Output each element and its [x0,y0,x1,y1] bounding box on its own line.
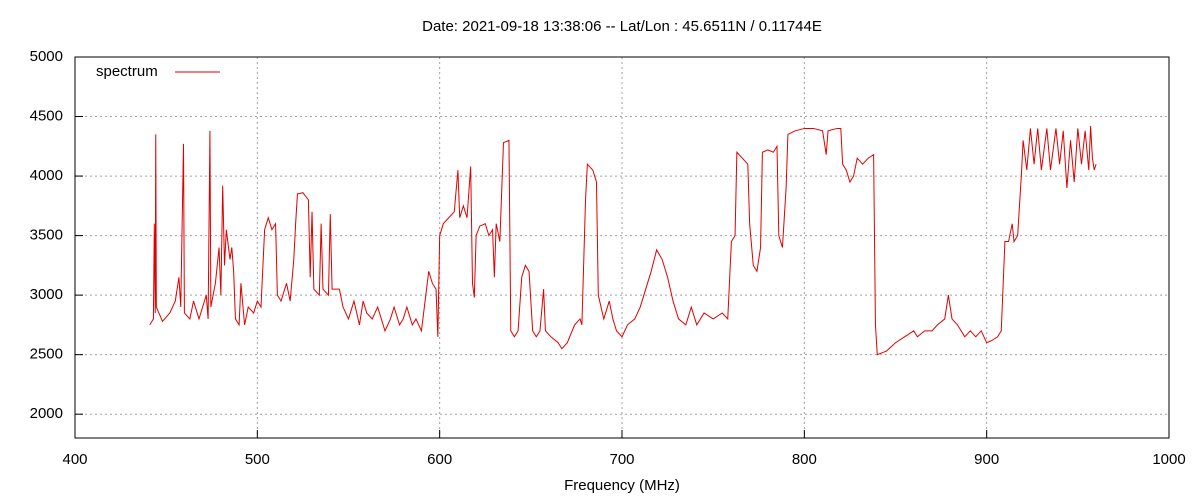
y-tick-label: 3000 [30,286,63,303]
x-tick-label: 900 [974,451,999,468]
x-tick-label: 400 [62,451,87,468]
spectrum-line [149,126,1097,356]
plot-frame [74,56,1170,439]
x-tick-label: 600 [427,451,452,468]
legend-label: spectrum [96,63,158,80]
x-tick-label: 500 [245,451,270,468]
y-tick-label: 3500 [30,227,63,244]
x-tick-label: 700 [609,451,634,468]
y-tick-label: 5000 [30,48,63,65]
x-tick-label: 1000 [1152,451,1185,468]
y-tick-label: 2000 [30,405,63,422]
x-axis-label: Frequency (MHz) [564,477,680,494]
y-tick-label: 2500 [30,346,63,363]
y-tick-label: 4500 [30,108,63,125]
chart-title: Date: 2021-09-18 13:38:06 -- Lat/Lon : 4… [422,18,822,35]
x-tick-label: 800 [792,451,817,468]
y-tick-label: 4000 [30,167,63,184]
